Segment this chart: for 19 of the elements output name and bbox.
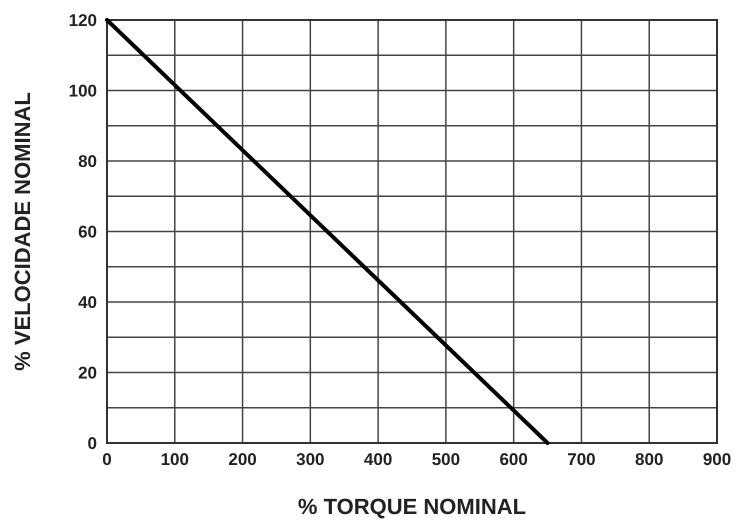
y-tick-label: 120: [68, 10, 97, 30]
x-tick-label: 600: [499, 450, 528, 469]
y-tick-label: 80: [78, 152, 97, 171]
x-tick-label: 500: [432, 450, 460, 469]
x-tick-label: 300: [296, 450, 325, 469]
x-tick-label: 800: [635, 450, 664, 469]
x-tick-label: 700: [567, 450, 596, 469]
y-tick-label: 60: [78, 222, 97, 242]
y-axis-title: % VELOCIDADE NOMINAL: [10, 92, 35, 371]
y-tick-label: 100: [68, 81, 97, 100]
x-tick-label: 0: [102, 450, 112, 469]
x-tick-label: 200: [228, 450, 257, 469]
x-tick-label: 100: [160, 450, 189, 469]
y-tick-label: 40: [78, 292, 97, 312]
x-axis-title: % TORQUE NOMINAL: [298, 494, 526, 519]
y-tick-label: 0: [88, 434, 97, 453]
y-tick-label: 20: [78, 363, 97, 382]
x-tick-label: 400: [364, 450, 392, 469]
x-tick-label: 900: [702, 450, 732, 469]
